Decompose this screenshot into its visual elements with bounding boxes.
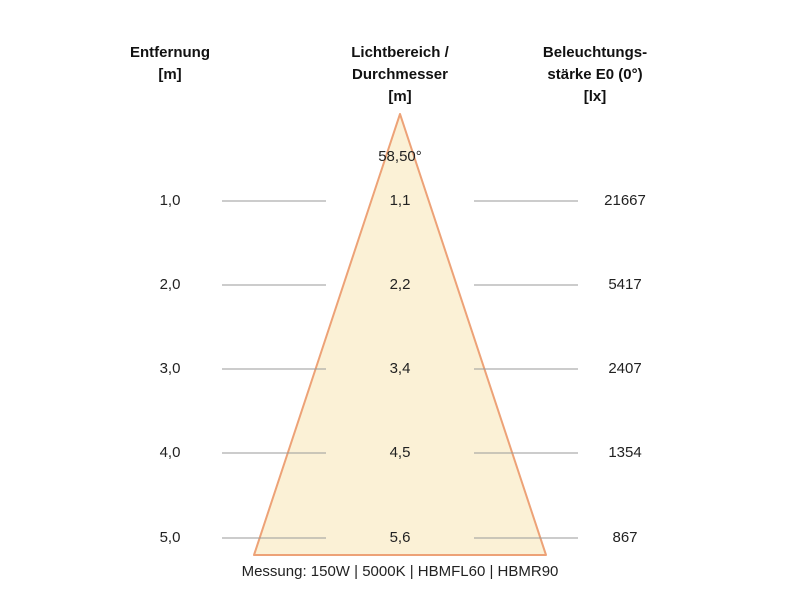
- illuminance-header-line2: stärke E0 (0°): [547, 66, 643, 83]
- beam-angle-label: 58,50°: [378, 148, 422, 165]
- measurement-note: Messung: 150W | 5000K | HBMFL60 | HBMR90: [241, 563, 559, 580]
- diameter-value: 3,4: [389, 360, 411, 377]
- distance-header-unit: [m]: [158, 66, 182, 83]
- distance-header: Entfernung [m]: [110, 42, 230, 86]
- distance-value: 5,0: [159, 529, 181, 546]
- diameter-header-title: Lichtbereich /: [351, 44, 449, 61]
- distance-value: 2,0: [159, 276, 181, 293]
- illuminance-value: 21667: [604, 192, 646, 209]
- diameter-value: 2,2: [389, 276, 411, 293]
- diameter-value: 1,1: [389, 192, 411, 209]
- diameter-value: 4,5: [389, 444, 411, 461]
- diameter-header-line2: Durchmesser: [352, 66, 448, 83]
- diameter-header-unit: [m]: [388, 88, 412, 105]
- illuminance-value: 5417: [608, 276, 642, 293]
- illuminance-value: 1354: [608, 444, 642, 461]
- illuminance-value: 867: [612, 529, 638, 546]
- guide-lines: [222, 200, 578, 539]
- illuminance-header: Beleuchtungs- stärke E0 (0°) [lx]: [520, 42, 670, 108]
- distance-header-title: Entfernung: [130, 44, 210, 61]
- illuminance-header-title: Beleuchtungs-: [542, 44, 648, 61]
- illuminance-header-unit: [lx]: [583, 88, 607, 105]
- diameter-header: Lichtbereich / Durchmesser [m]: [330, 42, 470, 108]
- light-cone: [253, 113, 547, 556]
- distance-value: 3,0: [159, 360, 181, 377]
- illuminance-value: 2407: [608, 360, 642, 377]
- diameter-value: 5,6: [389, 529, 411, 546]
- distance-value: 4,0: [159, 444, 181, 461]
- distance-value: 1,0: [159, 192, 181, 209]
